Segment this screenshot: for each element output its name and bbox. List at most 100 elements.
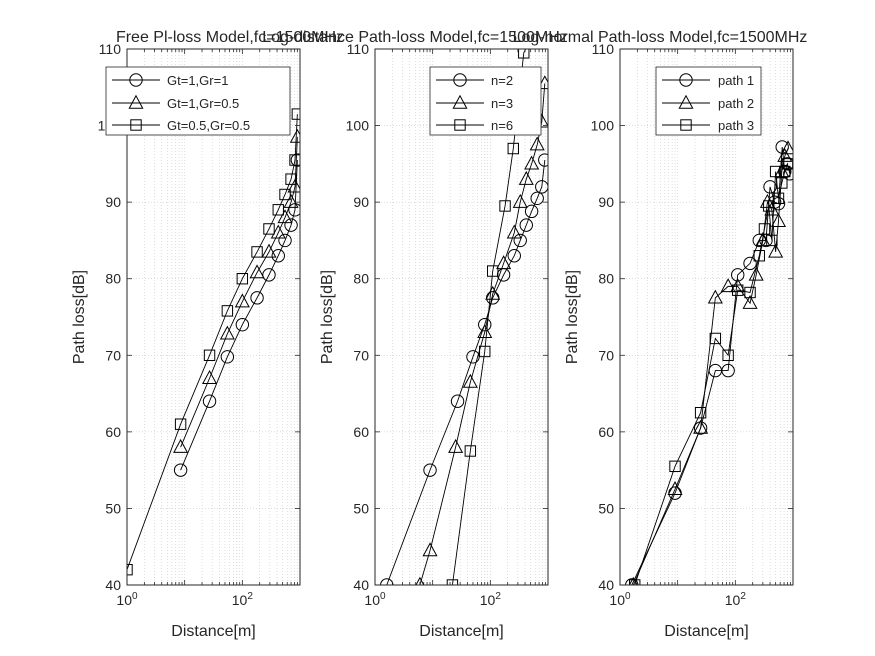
data-point <box>202 394 217 408</box>
x-tick-label: 102 <box>725 591 747 608</box>
plot-area <box>620 49 793 585</box>
data-point <box>779 165 791 178</box>
legend-marker <box>680 119 692 131</box>
chart-title: Log-normal Path-loss Model,fc=1500MHz <box>513 29 808 46</box>
y-tick-label: 60 <box>353 424 369 440</box>
chart-panel-3: 40 50 60 70 80 90 100 110 100 102 Distance[m] Path … <box>513 29 808 640</box>
legend-item: n=2 <box>436 73 513 88</box>
y-tick-label: 80 <box>598 271 614 287</box>
data-point <box>776 177 788 189</box>
data-point <box>524 204 539 219</box>
data-point <box>742 294 758 309</box>
data-point <box>261 243 277 258</box>
y-axis-label: Path loss[dB] <box>319 270 336 364</box>
data-point <box>448 438 464 453</box>
data-point <box>219 325 235 340</box>
chart-panel-1: 405060708090100110100102Distance[m]Path … <box>71 29 344 640</box>
data-point <box>722 349 734 361</box>
data-point <box>694 407 707 419</box>
y-tick-label: 100 <box>591 118 615 134</box>
data-point <box>250 291 264 305</box>
legend-item: Gt=1,Gr=0.5 <box>112 94 239 111</box>
y-tick-label: 50 <box>598 500 614 516</box>
y-tick-label: 90 <box>105 194 121 210</box>
legend-box <box>429 66 542 136</box>
data-point <box>731 268 745 282</box>
legend-item: path 1 <box>662 73 754 88</box>
y-tick-label: 50 <box>105 500 121 516</box>
legend-label: Gt=0.5,Gr=0.5 <box>167 118 250 133</box>
data-point <box>769 165 782 178</box>
legend-box <box>105 66 291 136</box>
data-point <box>496 255 512 270</box>
legend-marker <box>129 73 143 87</box>
axes-box <box>374 48 549 586</box>
legend-marker <box>453 73 467 87</box>
data-point <box>287 178 300 193</box>
data-point <box>277 209 293 224</box>
series-1 <box>173 153 300 477</box>
legend: Gt=1,Gr=1 Gt=1,Gr=0.5 Gt=0.5,Gr=0.5 <box>105 66 291 136</box>
data-point <box>272 204 284 216</box>
y-tick-label: 110 <box>347 41 370 57</box>
data-point <box>758 223 771 235</box>
series-line <box>419 83 546 585</box>
data-point <box>530 191 544 206</box>
data-point <box>289 154 300 166</box>
data-point <box>693 419 709 434</box>
series-line <box>632 148 789 585</box>
data-point <box>744 286 756 299</box>
series-line <box>634 163 788 585</box>
data-point <box>236 273 249 285</box>
legend-box <box>655 66 762 136</box>
data-point <box>477 324 493 339</box>
legend-item: n=3 <box>436 94 513 111</box>
x-tick-label: 102 <box>480 591 502 608</box>
data-point <box>423 463 437 477</box>
y-tick-label: 110 <box>592 41 615 57</box>
legend-label: n=6 <box>491 118 513 133</box>
data-point <box>249 264 265 279</box>
data-point <box>279 188 291 201</box>
plot-area <box>127 49 300 585</box>
legend-marker <box>452 94 468 109</box>
legend-label: Gt=1,Gr=1 <box>167 73 228 88</box>
data-point <box>772 192 785 205</box>
data-point <box>748 266 764 281</box>
data-point <box>770 213 787 227</box>
data-point <box>487 265 499 277</box>
data-point <box>768 243 784 258</box>
series-line <box>180 160 298 471</box>
data-point <box>507 249 521 263</box>
data-point <box>669 460 681 473</box>
series-3 <box>629 158 793 585</box>
series-2 <box>415 75 548 585</box>
data-point <box>512 193 528 208</box>
data-point <box>720 278 736 293</box>
y-axis-label: Path loss[dB] <box>564 270 581 364</box>
y-tick-label: 70 <box>598 347 614 363</box>
data-point <box>235 317 250 332</box>
data-point <box>464 445 477 457</box>
x-tick-label: 100 <box>609 591 631 608</box>
legend-label: path 1 <box>718 73 754 88</box>
y-tick-label: 40 <box>105 577 121 593</box>
legend-label: n=2 <box>491 73 513 88</box>
data-point <box>709 332 722 345</box>
data-point <box>518 170 534 185</box>
data-point <box>499 200 511 212</box>
data-point <box>173 438 189 453</box>
data-point <box>732 284 744 296</box>
data-point <box>766 234 778 247</box>
legend-marker <box>454 119 466 131</box>
data-point <box>288 203 300 217</box>
data-point <box>174 418 187 430</box>
x-axis-label: Distance[m] <box>664 623 748 640</box>
grid <box>375 49 548 585</box>
y-tick-label: 40 <box>353 577 369 593</box>
series-2 <box>173 128 300 453</box>
data-point <box>780 140 793 155</box>
x-tick-label: 102 <box>232 591 254 608</box>
data-point <box>777 147 793 162</box>
